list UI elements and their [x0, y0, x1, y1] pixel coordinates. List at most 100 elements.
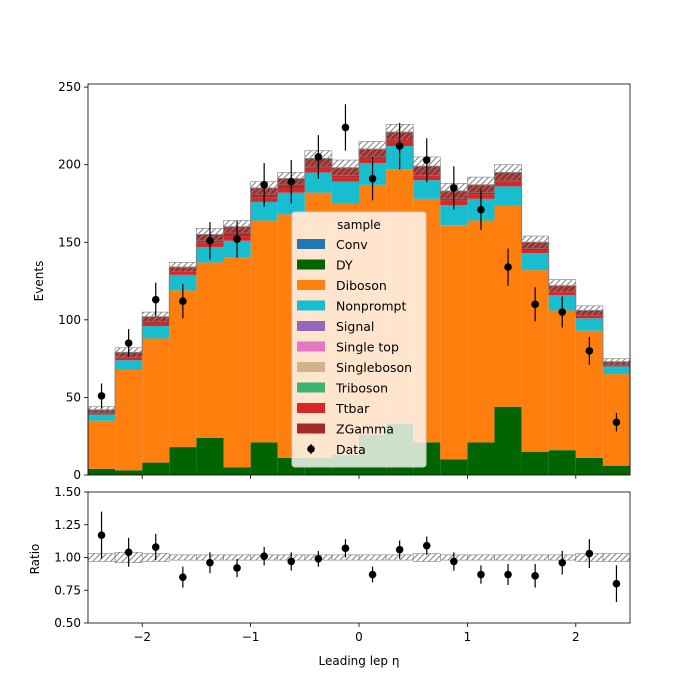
legend-frame — [291, 211, 427, 468]
ratio-band-14 — [467, 554, 495, 561]
main-y-tick-label-2: 100 — [58, 313, 81, 327]
legend-label-zgamma: ZGamma — [336, 422, 394, 437]
ratio-panel: 0.50 0.75 1.00 1.25 1.50 −2 −1 0 1 2 Ratio Leadi… — [28, 485, 631, 668]
bar-dy-0 — [88, 468, 116, 475]
bar-nonprompt-0 — [88, 414, 116, 421]
bar-diboson-17 — [548, 310, 576, 451]
x-tick-label-2: 0 — [355, 630, 363, 644]
legend-label-nonprompt: Nonprompt — [336, 299, 406, 314]
ratio-point-11 — [395, 545, 404, 554]
mc-total-outline — [87, 131, 631, 475]
main-y-tick-label-1: 50 — [66, 390, 81, 404]
bar-ttbar-15 — [494, 181, 522, 187]
ratio-y-label: Ratio — [28, 544, 42, 575]
ratio-point-8 — [314, 555, 323, 563]
data-point-3 — [179, 297, 187, 306]
legend-swatch-single-top — [297, 341, 325, 352]
ratio-y-tick-label-3: 1.25 — [54, 518, 81, 532]
bar-ttbar-18 — [575, 315, 603, 319]
main-y-tick-label-4: 200 — [58, 158, 81, 172]
ratio-band-19 — [602, 553, 631, 562]
ratio-point-5 — [233, 564, 241, 572]
bar-nonprompt-15 — [494, 186, 522, 206]
data-point-6 — [260, 181, 268, 189]
data-point-2 — [151, 295, 160, 304]
data-point-15 — [504, 263, 512, 271]
bar-ttbar-0 — [88, 412, 116, 415]
bar-diboson-0 — [88, 420, 116, 469]
bar-dy-13 — [440, 459, 468, 475]
bar-dy-19 — [602, 465, 630, 475]
ratio-point-15 — [504, 570, 512, 579]
ratio-point-9 — [341, 544, 350, 553]
legend-swatch-diboson — [297, 280, 325, 290]
bar-diboson-13 — [440, 225, 468, 460]
ratio-point-10 — [368, 570, 377, 579]
legend-swatch-nonprompt — [297, 300, 325, 311]
ratio-point-4 — [206, 558, 214, 567]
bar-nonprompt-18 — [575, 318, 603, 331]
legend-label-triboson: Triboson — [335, 381, 388, 396]
legend-label-diboson: Diboson — [336, 278, 387, 293]
bar-dy-14 — [467, 442, 495, 475]
ratio-y-tick-label-0: 0.50 — [54, 616, 81, 630]
bar-ttbar-16 — [521, 250, 549, 254]
data-point-9 — [341, 123, 350, 132]
bar-dy-3 — [169, 447, 197, 475]
bar-nonprompt-2 — [142, 326, 170, 339]
ratio-band-15 — [494, 554, 522, 561]
ratio-points — [97, 511, 621, 603]
ratio-band-3 — [169, 554, 197, 561]
legend-title: sample — [337, 218, 381, 232]
ratio-point-1 — [124, 548, 133, 557]
bar-dy-5 — [223, 467, 251, 475]
ratio-point-16 — [531, 572, 539, 580]
data-point-1 — [124, 339, 133, 347]
ratio-y-tick-label-1: 0.75 — [54, 583, 81, 597]
main-y-tick-label-3: 150 — [58, 235, 81, 249]
bar-dy-2 — [142, 462, 170, 475]
bar-ttbar-3 — [169, 271, 197, 275]
legend-swatch-signal — [297, 321, 325, 331]
x-tick-label-1: −1 — [242, 630, 260, 644]
bar-diboson-15 — [494, 205, 522, 407]
x-axis-label: Leading lep η — [319, 654, 400, 668]
bar-ttbar-1 — [115, 357, 143, 361]
data-point-18 — [585, 347, 594, 355]
bar-ttbar-9 — [331, 177, 359, 182]
ratio-band-10 — [358, 554, 387, 561]
legend-data-marker — [307, 445, 315, 453]
main-y-tick-label-5: 250 — [58, 80, 81, 94]
ratio-y-tick-label-4: 1.50 — [54, 485, 81, 499]
ratio-band-16 — [521, 554, 549, 561]
data-point-0 — [97, 392, 106, 400]
legend-swatch-singleboson — [297, 362, 325, 372]
main-x-ticks — [141, 475, 577, 479]
legend-swatch-zgamma — [297, 423, 325, 434]
bar-dy-6 — [250, 442, 278, 475]
legend: sample Conv DY Diboson Nonprompt Signal Singl… — [291, 211, 427, 468]
legend-swatch-ttbar — [297, 403, 325, 413]
data-point-11 — [395, 142, 404, 150]
data-point-12 — [422, 156, 431, 164]
ratio-point-6 — [260, 552, 268, 560]
bar-nonprompt-6 — [250, 201, 278, 221]
legend-swatch-dy — [297, 259, 325, 270]
legend-items: Conv DY Diboson Nonprompt Signal Single top Si… — [297, 237, 412, 457]
data-point-17 — [558, 308, 567, 316]
data-point-10 — [368, 174, 377, 183]
ratio-point-0 — [97, 531, 106, 540]
bar-dy-1 — [115, 470, 143, 475]
bar-nonprompt-19 — [602, 366, 630, 375]
bar-diboson-4 — [196, 262, 224, 438]
x-tick-label-4: 2 — [572, 630, 580, 644]
ratio-y-ticks: 0.50 0.75 1.00 1.25 1.50 — [54, 485, 88, 630]
bar-diboson-5 — [223, 257, 251, 468]
bar-nonprompt-8 — [304, 172, 332, 193]
legend-swatch-conv — [297, 239, 325, 249]
bar-dy-15 — [494, 406, 522, 475]
data-point-19 — [612, 418, 621, 427]
ratio-point-12 — [422, 541, 431, 550]
ratio-point-7 — [287, 557, 296, 566]
bar-dy-4 — [196, 437, 224, 475]
